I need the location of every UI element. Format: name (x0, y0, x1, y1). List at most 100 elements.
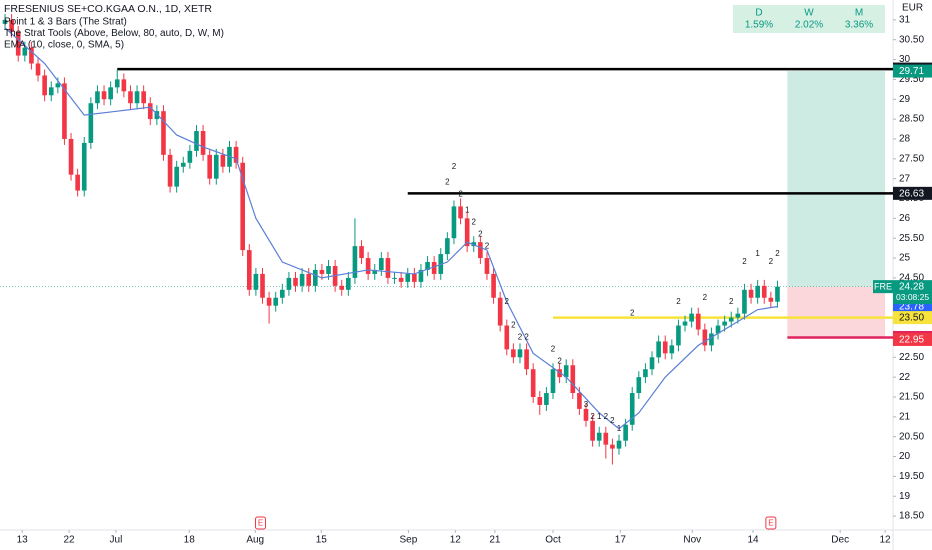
currency-label: EUR (902, 3, 923, 14)
y-tick-label: 22.50 (899, 352, 924, 363)
strat-label: 2 (676, 297, 681, 306)
candle-body (147, 103, 153, 120)
summary-period: M (855, 8, 863, 19)
x-tick-label: Sep (400, 535, 418, 546)
y-tick-label: 27.50 (899, 153, 924, 164)
x-tick-label: 17 (615, 535, 627, 546)
event-label: E (768, 519, 773, 528)
candle-body (75, 174, 80, 191)
candle-body (15, 31, 21, 56)
x-tick-label: 18 (184, 535, 196, 546)
candle-body (319, 269, 325, 274)
y-tick-label: 29.50 (899, 74, 924, 85)
strat-label: 2 (590, 412, 595, 421)
strat-label: 2 (769, 257, 774, 266)
candle-body (451, 206, 457, 239)
y-tick-label: 20.50 (899, 431, 924, 442)
strat-label: 2 (630, 309, 635, 318)
candle-body (286, 277, 292, 290)
price-badge (893, 311, 932, 325)
price-badge-label: 26.63 (899, 188, 924, 199)
candle-body (544, 393, 549, 405)
candle-body (563, 365, 569, 378)
strat-label: 2 (557, 356, 562, 365)
candle-body (458, 206, 463, 219)
strat-label: 2 (458, 190, 463, 199)
x-tick-label: 15 (316, 535, 328, 546)
strat-label: 2 (604, 412, 609, 421)
y-tick-label: 20 (899, 451, 911, 462)
x-tick-label: 21 (489, 535, 501, 546)
candle-body (29, 47, 34, 64)
candle-body (775, 286, 780, 302)
candle-body (742, 289, 747, 314)
strat-label: 2 (551, 344, 556, 353)
summary-value: 3.36% (845, 20, 873, 31)
candle-body (372, 269, 378, 274)
y-tick-label: 28 (899, 134, 911, 145)
candle-body (299, 273, 305, 286)
candle-body (207, 154, 212, 179)
candle-body (266, 297, 272, 306)
strat-label: 2 (452, 162, 457, 171)
strat-label: 2 (610, 416, 615, 425)
candle-body (722, 321, 727, 326)
x-tick-label: Oct (545, 535, 561, 546)
candle-body (550, 369, 556, 394)
event-label: E (258, 519, 263, 528)
candle-body (418, 269, 424, 282)
y-tick-label: 29 (899, 94, 911, 105)
price-badge-label: 23.50 (899, 313, 924, 324)
candle-body (484, 258, 490, 274)
y-tick-label: 19.50 (899, 471, 924, 482)
candle-body (748, 289, 754, 298)
x-tick-label: 12 (880, 535, 892, 546)
strat-label: 1 (597, 412, 602, 421)
candle-body (577, 393, 582, 409)
candle-body (583, 408, 589, 421)
y-tick-label: 30 (899, 54, 911, 65)
strat-label: 2 (518, 333, 523, 342)
strat-label: 2 (742, 257, 747, 266)
candle-body (478, 242, 483, 259)
candle-body (35, 63, 41, 76)
candle-body (279, 289, 285, 298)
candle-body (629, 393, 635, 425)
symbol-label: FRE (874, 282, 892, 292)
candle-body (530, 369, 536, 398)
strat-label: 2 (524, 333, 529, 342)
candle-body (695, 313, 701, 330)
candle-body (709, 333, 714, 346)
indicator-label: Point 1 & 3 Bars (The Strat) (4, 17, 127, 28)
price-badge (893, 64, 932, 78)
candle-body (154, 111, 160, 120)
candle-body (253, 273, 259, 290)
x-tick-label: Jul (110, 535, 123, 546)
candle-body (517, 349, 523, 358)
price-badge (893, 186, 932, 200)
candle-body (768, 297, 774, 302)
candle-body (313, 269, 318, 286)
summary-box (733, 5, 885, 33)
y-tick-label: 21 (899, 411, 911, 422)
strat-label: 2 (505, 297, 510, 306)
y-tick-label: 25.50 (899, 233, 924, 244)
indicator-label: The Strat Tools (Above, Below, 80, auto,… (4, 28, 224, 39)
candle-body (42, 75, 47, 96)
candle-body (246, 250, 252, 290)
candle-body (702, 329, 708, 346)
candle-body (22, 47, 28, 56)
candle-body (352, 246, 358, 278)
candle-body (213, 154, 219, 179)
candle-body (101, 91, 107, 100)
candle-body (167, 154, 173, 187)
y-tick-label: 27 (899, 173, 911, 184)
strat-label: 2 (729, 297, 734, 306)
candle-body (504, 325, 510, 350)
summary-period: D (755, 8, 762, 19)
candle-body (161, 111, 166, 155)
candle-body (537, 397, 543, 405)
strat-label: 2 (511, 321, 516, 330)
candle-body (603, 432, 609, 445)
x-tick-label: 22 (63, 535, 75, 546)
